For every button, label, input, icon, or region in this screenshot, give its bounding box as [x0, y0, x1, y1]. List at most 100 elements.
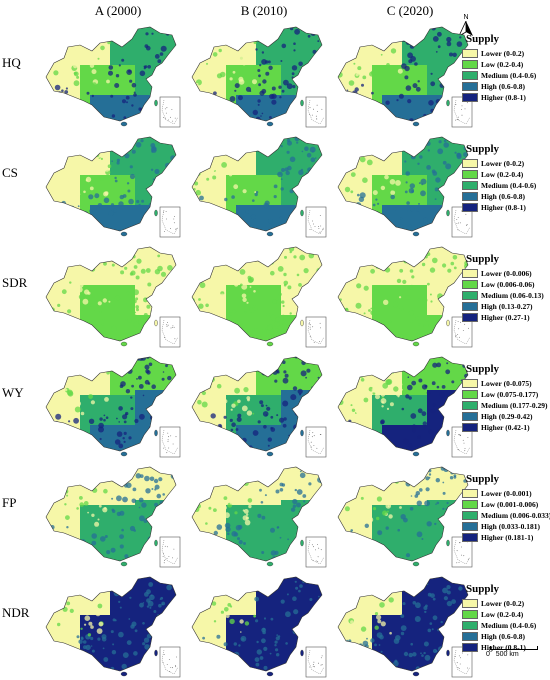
texture-speck: [256, 640, 259, 644]
texture-speck: [248, 603, 253, 607]
texture-speck: [366, 139, 371, 143]
texture-speck: [267, 437, 272, 442]
texture-speck: [221, 655, 227, 661]
texture-speck: [209, 585, 215, 591]
texture-speck: [150, 143, 156, 148]
texture-speck: [454, 151, 457, 154]
texture-speck: [377, 619, 382, 624]
texture-speck: [424, 247, 431, 249]
texture-speck: [71, 114, 77, 120]
texture-speck: [217, 170, 222, 175]
texture-speck: [195, 450, 199, 451]
texture-speck: [335, 623, 337, 625]
texture-speck: [128, 618, 131, 620]
texture-speck: [338, 203, 343, 208]
china-map-wy-2: [337, 356, 473, 458]
texture-speck: [426, 165, 431, 170]
texture-speck: [73, 64, 78, 69]
texture-speck: [144, 452, 147, 455]
texture-speck: [91, 82, 97, 88]
texture-speck: [59, 649, 63, 653]
texture-speck: [338, 402, 339, 405]
texture-speck: [119, 606, 122, 609]
texture-speck: [355, 476, 359, 480]
texture-speck: [244, 581, 249, 586]
texture-speck: [76, 507, 79, 510]
texture-speck: [435, 503, 437, 505]
texture-speck: [119, 384, 124, 388]
texture-speck: [378, 644, 381, 646]
texture-speck: [154, 553, 158, 557]
texture-speck: [321, 413, 322, 418]
texture-speck: [295, 222, 301, 228]
legend-item: Lower (0-0.006): [462, 268, 550, 278]
texture-speck: [241, 293, 247, 299]
texture-speck: [338, 381, 343, 386]
inset-island-dot: [313, 445, 315, 446]
texture-speck: [53, 70, 59, 76]
texture-speck: [142, 394, 145, 397]
inset-island-dot: [170, 228, 171, 229]
texture-speck: [450, 619, 456, 624]
texture-speck: [124, 266, 128, 270]
texture-speck: [238, 111, 242, 115]
texture-speck: [229, 618, 235, 625]
texture-speck: [419, 155, 423, 159]
texture-speck: [292, 386, 298, 391]
texture-speck: [154, 624, 158, 628]
texture-speck: [198, 298, 201, 301]
legend-item: Higher (0.8-1): [462, 92, 550, 102]
texture-speck: [312, 632, 315, 635]
texture-speck: [46, 299, 48, 303]
inset-island-dot: [317, 111, 318, 112]
texture-speck: [40, 523, 43, 527]
texture-speck: [417, 408, 423, 414]
texture-speck: [391, 449, 395, 451]
texture-speck: [424, 384, 428, 388]
texture-speck: [254, 191, 257, 194]
texture-speck: [271, 86, 276, 91]
texture-speck: [323, 590, 327, 594]
texture-speck: [419, 220, 424, 225]
texture-speck: [84, 623, 87, 626]
texture-speck: [441, 327, 446, 333]
texture-speck: [237, 95, 243, 101]
texture-speck: [379, 602, 385, 608]
nine-dash-line: [161, 319, 179, 345]
texture-speck: [344, 117, 349, 121]
texture-speck: [171, 280, 176, 286]
legend-swatch: [462, 158, 478, 168]
texture-speck: [57, 622, 61, 627]
legend-swatch: [462, 642, 478, 652]
texture-speck: [299, 472, 306, 479]
texture-speck: [105, 416, 109, 419]
texture-speck: [46, 55, 48, 59]
texture-speck: [68, 582, 74, 588]
texture-speck: [170, 473, 176, 480]
texture-speck: [46, 376, 47, 380]
inset-island-dot: [168, 119, 169, 121]
inset-island-dot: [168, 659, 170, 660]
inset-island-dot: [314, 666, 315, 668]
texture-speck: [205, 303, 209, 308]
texture-speck: [370, 36, 375, 41]
texture-speck: [91, 474, 94, 477]
texture-speck: [155, 123, 160, 128]
texture-speck: [270, 314, 277, 321]
texture-speck: [207, 164, 210, 167]
texture-speck: [213, 620, 217, 623]
texture-speck: [65, 87, 68, 90]
texture-speck: [368, 517, 371, 520]
inset-island-dot: [319, 231, 321, 233]
texture-speck: [373, 151, 376, 155]
texture-speck: [83, 61, 85, 64]
texture-speck: [418, 182, 421, 185]
china-map-hq-0: [45, 26, 181, 128]
texture-speck: [301, 292, 304, 296]
texture-speck: [429, 267, 436, 273]
hainan-island: [266, 671, 274, 677]
texture-speck: [338, 71, 343, 78]
texture-speck: [123, 116, 127, 119]
texture-speck: [417, 469, 422, 475]
north-arrow-shape: [458, 20, 473, 37]
